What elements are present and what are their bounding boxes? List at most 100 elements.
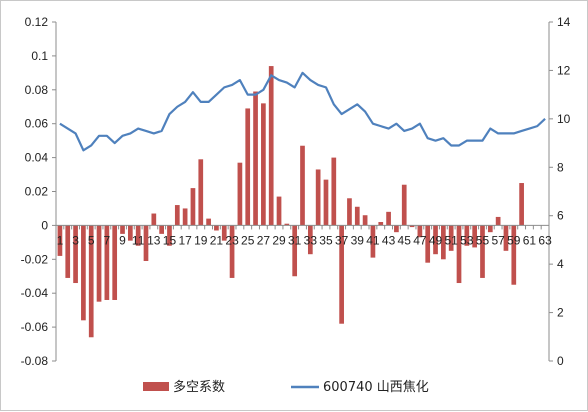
- right-tick-label: 14: [557, 15, 571, 29]
- bar: [370, 225, 376, 258]
- bar: [511, 225, 517, 285]
- bar: [182, 208, 188, 226]
- legend-label-line: 600740 山西焦化: [323, 380, 429, 395]
- bar: [104, 225, 110, 300]
- bar: [323, 179, 329, 226]
- bar: [292, 225, 298, 277]
- bar: [245, 108, 251, 226]
- x-tick-label: 29: [272, 233, 286, 247]
- x-tick-label: 31: [288, 233, 302, 247]
- bar: [214, 225, 219, 231]
- bar: [159, 225, 164, 234]
- bar: [495, 216, 501, 226]
- bar: [464, 225, 470, 246]
- x-tick-label: 41: [366, 233, 380, 247]
- x-tick-label: 51: [445, 233, 459, 247]
- left-tick-label: -0.08: [21, 354, 49, 368]
- bar: [198, 159, 204, 226]
- x-tick-label: 45: [398, 233, 412, 247]
- left-tick-label: 0.04: [25, 151, 49, 165]
- bar: [151, 213, 157, 226]
- bar-series: [57, 66, 524, 338]
- x-tick-label: 27: [257, 233, 271, 247]
- bar: [88, 225, 94, 338]
- bar: [331, 157, 337, 226]
- bar: [347, 198, 352, 226]
- bar: [143, 225, 149, 261]
- x-tick-label: 25: [241, 233, 255, 247]
- bar: [112, 225, 118, 300]
- x-tick-label: 43: [382, 233, 396, 247]
- x-tick-label: 19: [194, 233, 208, 247]
- bar: [425, 225, 431, 263]
- legend-swatch-bar: [143, 382, 169, 391]
- x-tick-label: 13: [147, 233, 161, 247]
- x-tick-label: 49: [429, 233, 443, 247]
- bar: [206, 218, 211, 226]
- bar: [167, 225, 172, 246]
- bar: [472, 225, 478, 248]
- x-tick-label: 63: [538, 233, 552, 247]
- left-tick-label: 0.06: [25, 117, 49, 131]
- x-tick-label: 35: [319, 233, 333, 247]
- bar: [307, 225, 313, 255]
- x-tick-label: 37: [335, 233, 349, 247]
- x-tick-label: 39: [351, 233, 365, 247]
- x-tick-label: 55: [476, 233, 490, 247]
- right-tick-label: 0: [557, 354, 564, 368]
- left-tick-label: 0: [41, 218, 48, 232]
- bar: [519, 183, 524, 226]
- bar: [261, 103, 266, 226]
- bar: [394, 225, 399, 233]
- bar: [300, 145, 305, 226]
- bar: [441, 225, 446, 260]
- right-tick-label: 6: [557, 209, 564, 223]
- left-tick-label: 0.08: [25, 83, 49, 97]
- bar: [73, 225, 78, 284]
- price-line: [59, 71, 546, 152]
- left-axis-ticks: -0.08 -0.06 -0.04 -0.02 0 0.02 0.04 0.06 0.08 0.1…: [21, 15, 56, 368]
- x-tick-label: 53: [460, 233, 474, 247]
- x-tick-label: 61: [523, 233, 537, 247]
- bar: [135, 225, 141, 246]
- right-tick-label: 10: [557, 112, 571, 126]
- left-tick-label: 0.12: [25, 15, 49, 29]
- bar: [174, 205, 180, 226]
- bar: [448, 225, 454, 251]
- x-tick-label: 7: [104, 233, 111, 247]
- legend: 多空系数 600740 山西焦化: [143, 379, 429, 395]
- right-tick-label: 2: [557, 306, 564, 320]
- bar: [65, 225, 71, 278]
- right-tick-label: 12: [557, 63, 571, 77]
- bar: [339, 225, 344, 324]
- right-axis-ticks: 0 2 4 6 8 10 12 14: [549, 15, 571, 368]
- bar: [409, 225, 415, 228]
- x-tick-label: 9: [119, 233, 126, 247]
- left-tick-label: 0.1: [31, 49, 48, 63]
- bar: [354, 206, 360, 226]
- bar: [268, 66, 274, 226]
- bar: [276, 196, 282, 226]
- x-axis-ticks: 1 3 5 7 9 11 13 15 17 19 21 23 25 27 29 31 33 35 37 39 41 43 4…: [55, 225, 552, 247]
- bar: [315, 169, 321, 226]
- bar: [229, 225, 235, 278]
- bar: [190, 188, 196, 226]
- left-tick-label: 0.02: [25, 185, 49, 199]
- x-tick-label: 33: [304, 233, 318, 247]
- x-tick-label: 3: [72, 233, 79, 247]
- bar: [96, 225, 102, 302]
- x-tick-label: 59: [507, 233, 521, 247]
- legend-label-bar: 多空系数: [173, 379, 225, 395]
- left-tick-label: -0.02: [21, 252, 49, 266]
- bar: [284, 223, 290, 226]
- left-tick-label: -0.06: [21, 320, 49, 334]
- bar: [57, 225, 63, 256]
- x-tick-label: 21: [210, 233, 224, 247]
- x-tick-label: 5: [88, 233, 95, 247]
- bar: [362, 215, 368, 226]
- bar: [378, 222, 384, 226]
- x-tick-label: 57: [491, 233, 505, 247]
- bar: [120, 225, 125, 234]
